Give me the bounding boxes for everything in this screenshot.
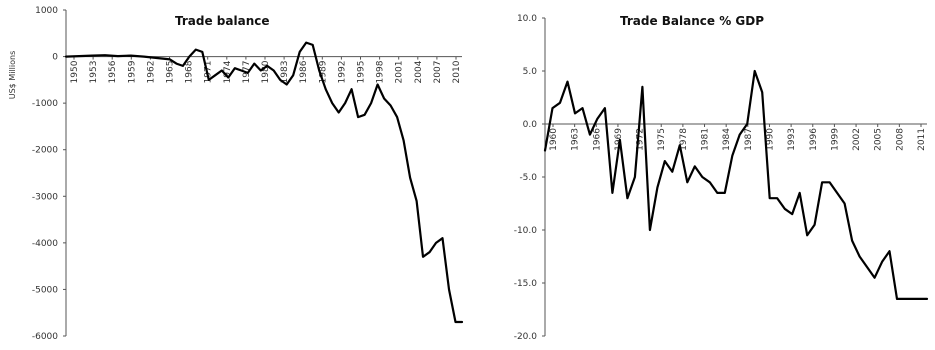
trade-balance-chart: Trade balance 1000 0 -1000 -2000 -3000 -4000 -… [8,6,464,342]
x-tick-label: 1959 [127,60,137,83]
x-tick-label: 1963 [571,128,581,151]
x-tick-label: 1966 [592,128,602,151]
y-axis-label: US$ Millions [8,51,17,100]
x-tick-label: 1980 [261,60,271,83]
series-line [543,69,929,300]
y-tick-label: -20.0 [514,332,538,342]
x-tick-label: 2005 [874,128,884,151]
y-tick-label: 5.0 [523,67,538,77]
y-tick-label: -5.0 [519,173,537,183]
x-tick-label: 1974 [223,60,233,83]
x-tick-label: 1986 [299,60,309,83]
x-tick-label: 1998 [376,60,386,83]
y-tick-label: -1000 [32,99,58,109]
x-tick-label: 2007 [433,61,443,84]
x-tick-label: 1999 [830,128,840,151]
trade-balance-gdp-chart: Trade Balance % GDP 10.0 5.0 0.0 -5.0 -10.0 -… [475,0,935,346]
trade-balance-plot: 1000 0 -1000 -2000 -3000 -4000 -5000 -6000 1950 1… [8,6,464,342]
y-tick-label: -4000 [32,239,58,249]
x-tick-label: 1969 [614,128,624,151]
x-tick-label: 1993 [787,128,797,151]
trade-balance-gdp-plot: 10.0 5.0 0.0 -5.0 -10.0 -15.0 -20.0 1960 1963 196… [514,14,929,342]
x-tick-label: 1995 [357,61,367,84]
x-tick-label: 1989 [318,60,328,83]
x-tick-label: 2010 [452,60,462,83]
y-tick-label: -2000 [32,146,58,156]
chart-title: Trade Balance % GDP [620,14,765,28]
x-tick-label: 1971 [204,61,214,84]
x-tick-label: 1972 [636,128,646,151]
y-tick-label: -15.0 [514,279,538,289]
x-tick-label: 2008 [895,128,905,151]
x-tick-label: 1950 [70,60,80,83]
y-tick-label: -6000 [32,332,58,342]
x-tick-label: 1984 [722,128,732,151]
y-tick-label: 0.0 [523,120,538,130]
x-tick-label: 2001 [395,61,405,84]
y-tick-label: 0 [52,53,58,63]
x-tick-label: 1987 [744,128,754,151]
x-tick-label: 1983 [280,61,290,84]
x-tick-label: 1965 [166,61,176,84]
x-tick-label: 1978 [679,128,689,151]
chart-title: Trade balance [175,14,270,28]
y-tick-label: 10.0 [517,14,537,24]
x-tick-label: 1990 [765,128,775,151]
x-tick-label: 1981 [701,128,711,151]
x-tick-label: 1956 [108,60,118,83]
x-tick-label: 1975 [657,128,667,151]
x-tick-label: 1960 [549,128,559,151]
y-tick-label: -3000 [32,192,58,202]
x-tick-label: 2004 [414,60,424,83]
y-tick-label: -10.0 [514,226,538,236]
series-line [64,41,464,324]
x-tick-label: 1962 [146,61,156,84]
x-tick-label: 1968 [185,60,195,83]
x-tick-label: 2011 [917,128,927,151]
x-tick-label: 1996 [809,128,819,151]
x-tick-label: 1992 [337,61,347,84]
y-tick-label: 1000 [35,6,58,16]
x-tick-label: 2002 [852,128,862,151]
y-tick-label: -5000 [32,285,58,295]
x-tick-label: 1953 [89,61,99,84]
